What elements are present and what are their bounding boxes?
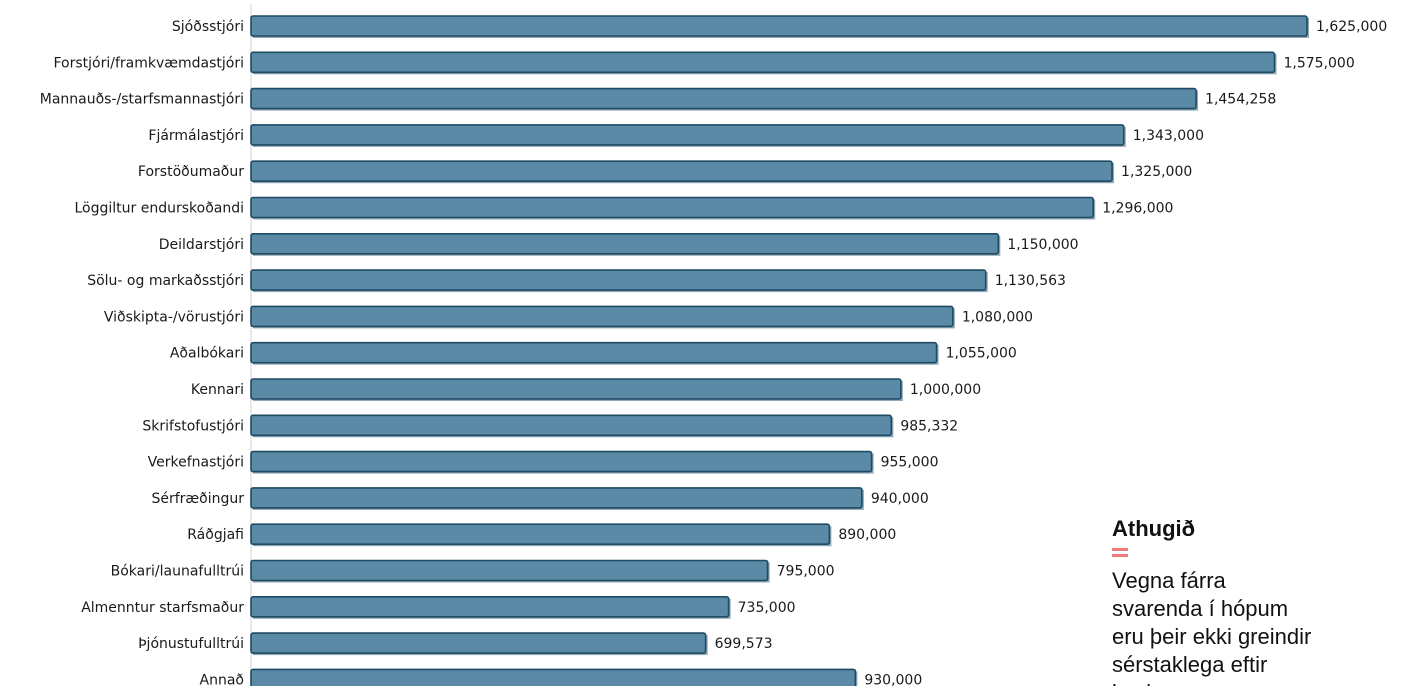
- category-label: Sérfræðingur: [151, 491, 244, 507]
- category-label: Forstöðumaður: [138, 164, 244, 180]
- value-label: 1,296,000: [1102, 201, 1173, 217]
- value-label: 1,575,000: [1284, 55, 1355, 71]
- bar: [250, 414, 893, 437]
- value-label: 1,150,000: [1007, 237, 1078, 253]
- bar: [250, 450, 873, 473]
- bar: [250, 305, 954, 328]
- bar-row: Sölu- og markaðsstjóri 1,130,563: [87, 269, 1066, 293]
- bar: [250, 51, 1276, 74]
- bar: [250, 523, 831, 546]
- category-label: Skrifstofustjóri: [142, 418, 244, 434]
- value-label: 1,343,000: [1133, 128, 1204, 144]
- note-accent-icon: [1112, 548, 1128, 557]
- bar: [250, 160, 1113, 182]
- bar: [250, 233, 1000, 255]
- category-label: Almenntur starfsmaður: [81, 600, 244, 616]
- value-label: 985,332: [900, 418, 958, 434]
- value-label: 940,000: [871, 491, 929, 507]
- bar-row: Þjónustufulltrúi 699,573: [138, 632, 773, 656]
- bar: [250, 124, 1125, 146]
- value-label: 1,625,000: [1316, 19, 1387, 35]
- value-label: 955,000: [881, 455, 939, 471]
- bar-row: Löggiltur endurskoðandi 1,296,000: [74, 196, 1173, 220]
- category-label: Ráðgjafi: [187, 527, 244, 543]
- bar-row: Sérfræðingur 940,000: [151, 487, 929, 510]
- category-label: Verkefnastjóri: [148, 455, 244, 471]
- bar-row: Almenntur starfsmaður 735,000: [81, 595, 796, 619]
- bar-row: Annað 930,000: [200, 668, 922, 686]
- bar: [250, 196, 1095, 219]
- category-label: Sjóðsstjóri: [172, 19, 244, 35]
- bar-row: Fjármálastjóri 1,343,000: [148, 124, 1204, 147]
- bar: [250, 341, 938, 364]
- category-label: Bókari/launafulltrúi: [111, 564, 244, 580]
- bar-row: Forstöðumaður 1,325,000: [138, 160, 1192, 184]
- note-title: Athugið: [1112, 516, 1196, 541]
- bar: [250, 269, 987, 291]
- category-label: Löggiltur endurskoðandi: [74, 201, 244, 217]
- category-label: Aðalbókari: [170, 346, 244, 362]
- category-label: Sölu- og markaðsstjóri: [87, 273, 244, 289]
- bar-row: Sjóðsstjóri 1,625,000: [172, 15, 1387, 38]
- value-label: 795,000: [777, 564, 835, 580]
- bar: [250, 595, 730, 618]
- bar-row: Skrifstofustjóri 985,332: [142, 414, 958, 438]
- bar: [250, 668, 857, 686]
- category-label: Þjónustufulltrúi: [138, 636, 244, 652]
- value-label: 890,000: [838, 527, 896, 543]
- value-label: 699,573: [715, 636, 773, 652]
- category-label: Mannauðs-/starfsmannastjóri: [40, 92, 244, 108]
- bar-row: Deildarstjóri 1,150,000: [159, 233, 1079, 256]
- note-body: Vegna fárra svarenda í hópum eru þeir ek…: [1112, 568, 1312, 686]
- bar: [250, 378, 902, 400]
- bar-row: Ráðgjafi 890,000: [187, 523, 896, 547]
- bar: [250, 487, 863, 509]
- category-label: Viðskipta-/vörustjóri: [104, 309, 244, 325]
- bar-row: Kennari 1,000,000: [191, 378, 981, 401]
- bar-row: Viðskipta-/vörustjóri 1,080,000: [104, 305, 1033, 329]
- bar-row: Bókari/launafulltrúi 795,000: [111, 559, 835, 583]
- value-label: 1,000,000: [910, 382, 981, 398]
- category-label: Forstjóri/framkvæmdastjóri: [53, 55, 244, 71]
- bar: [250, 632, 707, 654]
- value-label: 1,080,000: [962, 309, 1033, 325]
- value-label: 735,000: [738, 600, 796, 616]
- bar: [250, 15, 1308, 37]
- bars-group: Sjóðsstjóri 1,625,000 Forstjóri/framkvæmda…: [40, 15, 1387, 686]
- note-box: Athugið Vegna fárra svarenda í hópum eru…: [1112, 514, 1392, 686]
- category-label: Fjármálastjóri: [148, 128, 244, 144]
- value-label: 1,454,258: [1205, 92, 1276, 108]
- category-label: Kennari: [191, 382, 244, 398]
- value-label: 1,325,000: [1121, 164, 1192, 180]
- bar-row: Aðalbókari 1,055,000: [170, 341, 1017, 365]
- bar-row: Forstjóri/framkvæmdastjóri 1,575,000: [53, 51, 1355, 75]
- bar: [250, 87, 1197, 110]
- bar-row: Verkefnastjóri 955,000: [148, 450, 939, 474]
- value-label: 1,130,563: [995, 273, 1066, 289]
- category-label: Annað: [200, 672, 244, 686]
- bar-row: Mannauðs-/starfsmannastjóri 1,454,258: [40, 87, 1276, 111]
- category-label: Deildarstjóri: [159, 237, 244, 253]
- value-label: 930,000: [864, 672, 922, 686]
- bar: [250, 559, 769, 582]
- value-label: 1,055,000: [946, 346, 1017, 362]
